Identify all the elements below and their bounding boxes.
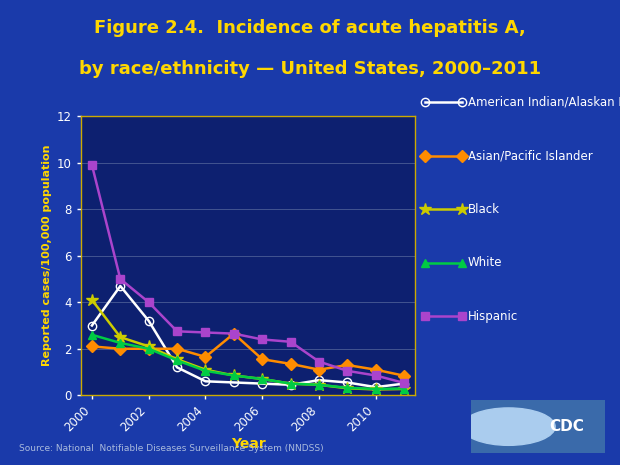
FancyBboxPatch shape bbox=[464, 397, 611, 456]
Text: Black: Black bbox=[468, 203, 500, 216]
Text: Source: National  Notifiable Diseases Surveillance System (NNDSS): Source: National Notifiable Diseases Sur… bbox=[19, 445, 323, 453]
Text: Figure 2.4.  Incidence of acute hepatitis A,: Figure 2.4. Incidence of acute hepatitis… bbox=[94, 19, 526, 37]
Text: by race/ethnicity — United States, 2000–2011: by race/ethnicity — United States, 2000–… bbox=[79, 60, 541, 79]
Circle shape bbox=[462, 408, 555, 445]
Y-axis label: Reported cases/100,000 population: Reported cases/100,000 population bbox=[42, 145, 53, 366]
Text: Asian/Pacific Islander: Asian/Pacific Islander bbox=[468, 149, 593, 162]
X-axis label: Year: Year bbox=[231, 437, 265, 452]
Text: CDC: CDC bbox=[550, 419, 585, 434]
Text: White: White bbox=[468, 256, 503, 269]
Text: American Indian/Alaskan Native: American Indian/Alaskan Native bbox=[468, 96, 620, 109]
Text: Hispanic: Hispanic bbox=[468, 310, 518, 323]
